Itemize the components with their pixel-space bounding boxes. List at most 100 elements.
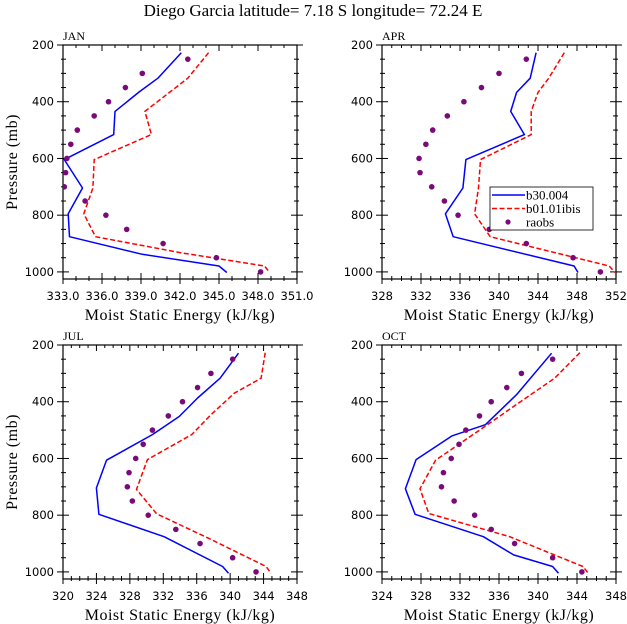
raobs-point bbox=[257, 269, 264, 275]
raobs-point bbox=[74, 127, 81, 133]
plot-frame bbox=[62, 344, 298, 580]
raobs-point bbox=[428, 184, 435, 190]
x-tick-label: 324 bbox=[85, 589, 107, 603]
series-line-b30-004 bbox=[63, 52, 228, 274]
legend-marker-icon bbox=[505, 219, 511, 225]
raobs-point bbox=[455, 212, 461, 218]
raobs-point bbox=[123, 226, 130, 233]
raobs-point bbox=[82, 198, 88, 204]
x-tick-label: 339.0 bbox=[125, 289, 158, 303]
y-tick-label: 600 bbox=[32, 151, 54, 165]
x-tick-label: 328 bbox=[410, 589, 432, 603]
series-line-b01-01ibis bbox=[473, 52, 616, 273]
y-tick-label: 1000 bbox=[25, 565, 54, 579]
x-axis-label: Moist Static Energy (kJ/kg) bbox=[85, 607, 276, 624]
x-tick-label: 320 bbox=[52, 589, 74, 603]
raobs-point bbox=[208, 370, 214, 377]
x-tick-label: 348.0 bbox=[242, 289, 275, 303]
raobs-point bbox=[579, 569, 585, 575]
raobs-point bbox=[488, 526, 495, 533]
series-group bbox=[404, 352, 589, 575]
raobs-point bbox=[179, 398, 186, 405]
raobs-point bbox=[488, 398, 495, 405]
x-tick-label: 336 bbox=[186, 589, 208, 603]
x-tick-label: 348 bbox=[605, 589, 627, 603]
legend-label: raobs bbox=[526, 215, 554, 230]
x-axis-label: Moist Static Energy (kJ/kg) bbox=[85, 307, 276, 324]
x-tick-label: 332 bbox=[449, 589, 471, 603]
x-tick-label: 348 bbox=[566, 289, 588, 303]
figure-title: Diego Garcia latitude= 7.18 S longitude=… bbox=[144, 1, 483, 20]
panel-jan: JAN 333.0 336.0 339.0 342.0 345.0 348.0 351.0 20… bbox=[4, 29, 313, 324]
series-line-b30-004 bbox=[95, 352, 240, 574]
series-group bbox=[63, 52, 271, 275]
y-tick-label: 600 bbox=[32, 451, 54, 465]
raobs-point bbox=[149, 427, 156, 433]
x-tick-label: 348 bbox=[286, 589, 308, 603]
x-axis-label: Moist Static Energy (kJ/kg) bbox=[404, 607, 595, 624]
raobs-point bbox=[429, 127, 436, 133]
series-group bbox=[95, 352, 272, 575]
raobs-point bbox=[448, 455, 455, 462]
x-tick-label: 336 bbox=[449, 289, 471, 303]
raobs-point bbox=[417, 169, 423, 176]
x-tick-label: 344 bbox=[253, 589, 275, 603]
raobs-point bbox=[476, 413, 483, 419]
panel-apr: APR 328 332 336 340 344 348 352 200 400 600 800 1000… bbox=[344, 29, 627, 324]
x-tick-label: 344 bbox=[566, 589, 588, 603]
raobs-point bbox=[160, 240, 166, 247]
panel-label: JUL bbox=[63, 329, 84, 343]
raobs-point bbox=[229, 356, 236, 362]
raobs-point bbox=[64, 155, 70, 162]
raobs-point bbox=[122, 84, 129, 91]
raobs-point bbox=[549, 356, 556, 362]
raobs-point bbox=[91, 113, 97, 119]
legend-label: b01.01ibis bbox=[526, 201, 581, 216]
y-tick-label: 200 bbox=[32, 338, 54, 352]
raobs-point bbox=[438, 484, 445, 490]
raobs-point bbox=[441, 198, 448, 204]
x-tick-label: 351.0 bbox=[281, 289, 314, 303]
panel-oct: OCT 324 328 332 336 340 344 348 200 400 600 800 1000… bbox=[344, 329, 627, 624]
y-tick-label: 400 bbox=[351, 395, 373, 409]
y-tick-label: 1000 bbox=[344, 565, 373, 579]
x-tick-label: 332 bbox=[410, 289, 432, 303]
raobs-point bbox=[173, 526, 179, 533]
raobs-point bbox=[523, 240, 530, 247]
x-tick-label: 340 bbox=[527, 589, 549, 603]
raobs-point bbox=[68, 141, 74, 148]
x-tick-label: 340 bbox=[219, 589, 241, 603]
y-tick-label: 600 bbox=[351, 151, 373, 165]
y-tick-label: 1000 bbox=[344, 265, 373, 279]
panel-label: OCT bbox=[382, 329, 407, 343]
y-tick-label: 200 bbox=[351, 38, 373, 52]
x-tick-label: 328 bbox=[371, 289, 393, 303]
raobs-point bbox=[440, 469, 447, 476]
plot-frame bbox=[381, 44, 617, 280]
raobs-point bbox=[185, 56, 191, 62]
raobs-point bbox=[139, 70, 146, 77]
raobs-point bbox=[570, 254, 576, 261]
y-tick-label: 1000 bbox=[25, 265, 54, 279]
y-tick-label: 800 bbox=[351, 508, 373, 522]
x-tick-label: 336.0 bbox=[86, 289, 119, 303]
panel-jul: JUL 320 324 328 332 336 340 344 348 200 400 600 800 1… bbox=[4, 329, 308, 624]
raobs-point bbox=[194, 384, 201, 391]
series-group bbox=[416, 52, 616, 275]
series-line-b30-004 bbox=[404, 352, 560, 574]
raobs-point bbox=[105, 98, 112, 105]
y-axis-label: Pressure (mb) bbox=[4, 414, 21, 510]
raobs-point bbox=[197, 540, 203, 547]
x-tick-label: 333.0 bbox=[47, 289, 80, 303]
raobs-point bbox=[229, 554, 236, 561]
raobs-point bbox=[496, 70, 502, 77]
y-tick-label: 400 bbox=[351, 95, 373, 109]
series-line-b30-004 bbox=[444, 52, 579, 273]
raobs-point bbox=[444, 113, 451, 119]
raobs-point bbox=[597, 269, 604, 275]
panel-label: JAN bbox=[63, 29, 85, 43]
x-tick-label: 324 bbox=[371, 589, 393, 603]
y-tick-label: 400 bbox=[32, 95, 54, 109]
y-tick-label: 800 bbox=[32, 208, 54, 222]
